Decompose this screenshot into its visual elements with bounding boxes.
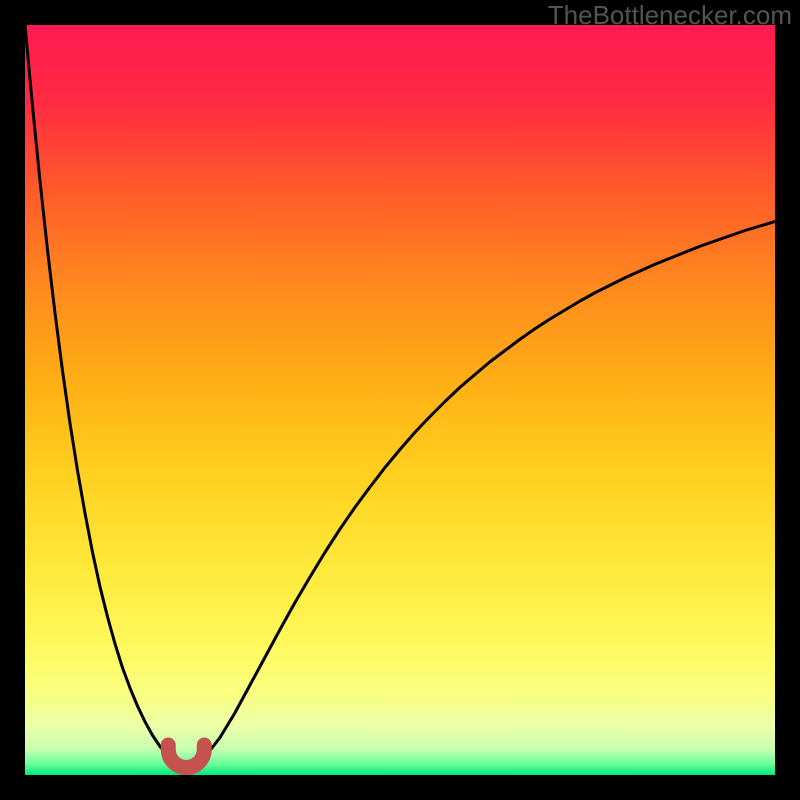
min-marker xyxy=(168,745,204,767)
stage: TheBottlenecker.com xyxy=(0,0,800,800)
curve-layer xyxy=(25,25,775,775)
watermark-text: TheBottlenecker.com xyxy=(548,0,792,31)
plot-area xyxy=(25,25,775,775)
bottleneck-curve xyxy=(25,25,775,770)
